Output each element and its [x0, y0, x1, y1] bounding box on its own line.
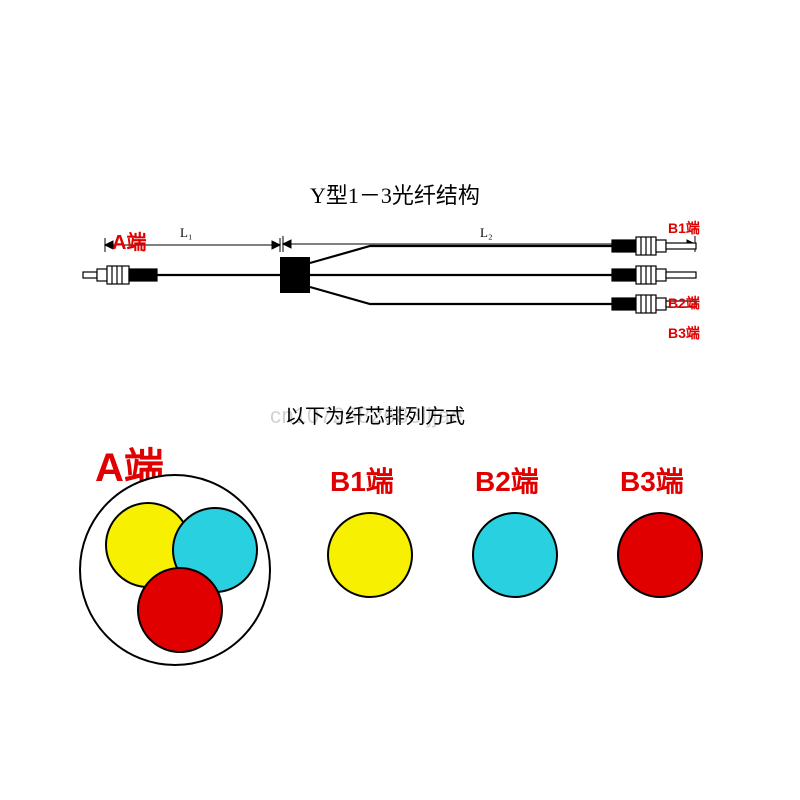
connector-a [83, 266, 157, 284]
a-core-red [138, 568, 222, 652]
dim-l1-label: L₁ [180, 225, 192, 241]
label-b1-end: B1端 [668, 218, 700, 238]
cross-sections-svg [0, 400, 800, 800]
cables-b [310, 246, 612, 304]
b2-circle [473, 513, 557, 597]
label-a-end: A端 [112, 226, 146, 255]
splitter-block [280, 257, 310, 293]
diagram-canvas: Y型1－3光纤结构 [0, 0, 800, 800]
b1-circle [328, 513, 412, 597]
label-b3-end: B3端 [668, 323, 700, 343]
label-b2-end: B2端 [668, 293, 700, 313]
connector-b1 [612, 237, 696, 255]
b3-circle [618, 513, 702, 597]
dim-l2-label: L₂ [480, 225, 492, 241]
connector-b2 [612, 266, 696, 284]
